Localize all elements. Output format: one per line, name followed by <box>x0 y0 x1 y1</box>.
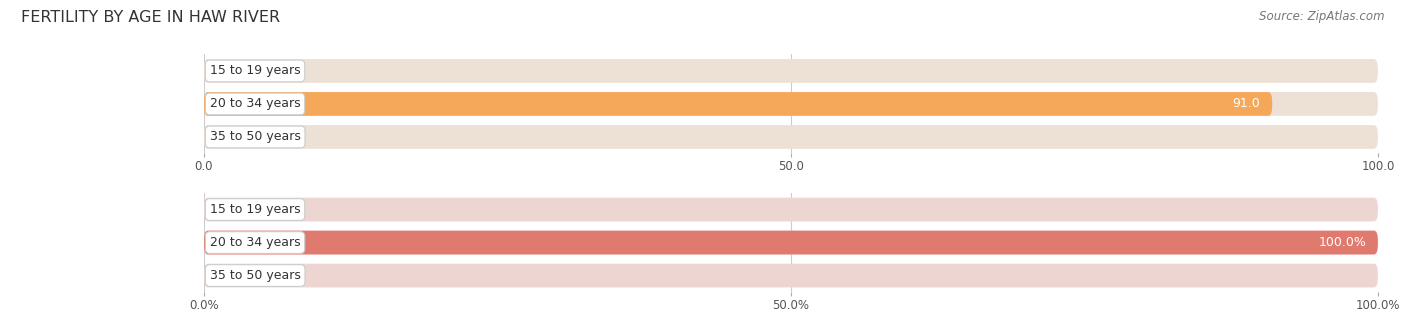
Text: 0.0%: 0.0% <box>222 269 253 282</box>
FancyBboxPatch shape <box>204 231 1378 254</box>
Text: 0.0%: 0.0% <box>222 203 253 216</box>
Text: 0.0: 0.0 <box>222 64 242 78</box>
Text: 35 to 50 years: 35 to 50 years <box>209 269 301 282</box>
FancyBboxPatch shape <box>204 92 1378 116</box>
Text: FERTILITY BY AGE IN HAW RIVER: FERTILITY BY AGE IN HAW RIVER <box>21 10 280 25</box>
Text: 100.0%: 100.0% <box>1319 236 1367 249</box>
FancyBboxPatch shape <box>204 125 1378 149</box>
Text: 20 to 34 years: 20 to 34 years <box>209 97 301 111</box>
Text: 15 to 19 years: 15 to 19 years <box>209 64 301 78</box>
FancyBboxPatch shape <box>204 264 1378 287</box>
FancyBboxPatch shape <box>204 231 1378 254</box>
Text: 91.0: 91.0 <box>1233 97 1260 111</box>
Text: 20 to 34 years: 20 to 34 years <box>209 236 301 249</box>
Text: 35 to 50 years: 35 to 50 years <box>209 130 301 144</box>
Text: Source: ZipAtlas.com: Source: ZipAtlas.com <box>1260 10 1385 23</box>
Text: 15 to 19 years: 15 to 19 years <box>209 203 301 216</box>
FancyBboxPatch shape <box>204 59 1378 83</box>
FancyBboxPatch shape <box>204 198 1378 221</box>
FancyBboxPatch shape <box>204 92 1272 116</box>
Text: 0.0: 0.0 <box>222 130 242 144</box>
